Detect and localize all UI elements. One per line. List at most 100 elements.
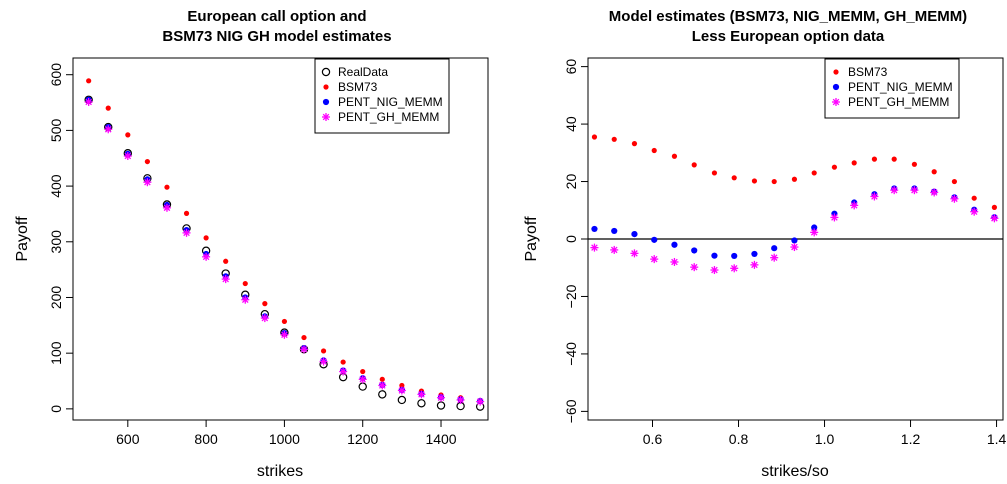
data-point	[319, 357, 328, 366]
data-point	[417, 399, 426, 408]
left-legend-item-nig: PENT_NIG_MEMM	[322, 95, 443, 109]
legend-red-dot-marker	[833, 69, 839, 75]
series-pent-nig-memm	[85, 96, 484, 405]
star-stroke	[591, 244, 598, 251]
data-point	[360, 368, 366, 375]
star-stroke	[970, 208, 978, 215]
right-legend-item-nig: PENT_NIG_MEMM	[832, 80, 953, 94]
data-point	[671, 241, 678, 248]
data-point	[221, 275, 230, 284]
right-data-points	[590, 134, 999, 275]
data-point	[223, 258, 229, 264]
data-point	[771, 245, 778, 252]
data-point	[811, 170, 817, 176]
left-legend-label-nig: PENT_NIG_MEMM	[338, 95, 443, 109]
star-stroke	[222, 275, 229, 283]
y-tick-label: 100	[48, 341, 64, 365]
x-tick-label: 1.4	[987, 431, 1007, 447]
data-point	[143, 178, 152, 187]
x-tick-label: 600	[116, 431, 140, 447]
star-stroke	[241, 296, 249, 303]
data-point	[890, 186, 899, 195]
left-legend: RealData BSM73 PENT_NIG_MEMM PENT_GH_MEM…	[314, 58, 450, 134]
left-legend-item-bsm73: BSM73	[323, 80, 378, 94]
left-x-ticks: 600 800 1000 1200 1400	[116, 420, 457, 447]
star-stroke	[320, 358, 327, 365]
x-tick-label: 0.8	[729, 431, 749, 447]
y-tick-label: 60	[563, 59, 579, 75]
data-point	[830, 213, 839, 222]
data-point	[971, 195, 977, 201]
right-legend-label-gh: PENT_GH_MEMM	[848, 95, 949, 109]
data-point	[670, 257, 679, 266]
data-point	[378, 390, 387, 399]
star-stroke	[104, 125, 112, 133]
star-stroke	[751, 261, 758, 269]
data-point	[930, 188, 939, 197]
data-point	[711, 170, 718, 176]
star-stroke	[183, 229, 190, 237]
data-point	[125, 132, 131, 138]
right-legend-label-bsm73: BSM73	[848, 65, 888, 79]
star-stroke	[810, 229, 818, 236]
data-point	[671, 153, 678, 159]
star-stroke	[690, 263, 698, 271]
star-stroke	[163, 204, 171, 212]
y-tick-label: 300	[48, 230, 64, 254]
data-point	[262, 301, 268, 307]
right-legend-item-bsm73: BSM73	[833, 65, 888, 79]
data-point	[590, 243, 599, 252]
data-point	[910, 186, 919, 195]
data-point	[791, 237, 798, 244]
data-point	[339, 367, 348, 376]
star-stroke	[476, 398, 484, 405]
star-stroke	[671, 258, 678, 266]
series-pent-gh-memm	[590, 186, 999, 275]
left-plot-frame	[72, 57, 489, 421]
star-stroke	[791, 243, 798, 251]
right-chart-title-line-2: Less European option data	[692, 28, 885, 45]
data-point	[811, 224, 818, 231]
data-point	[870, 192, 879, 201]
star-stroke	[437, 394, 445, 402]
y-tick-label: 0	[48, 405, 64, 413]
data-point	[950, 194, 959, 203]
star-stroke	[831, 214, 838, 221]
data-point	[651, 147, 657, 154]
y-tick-label: 400	[48, 174, 64, 198]
legend-star-glyph	[832, 98, 840, 106]
left-y-axis-label: Payoff	[14, 216, 31, 262]
legend-red-dot-marker	[323, 84, 329, 90]
left-chart: European call option and BSM73 NIG GH mo…	[14, 8, 489, 480]
data-point	[611, 136, 617, 142]
x-tick-label: 1200	[347, 431, 378, 447]
data-point	[301, 334, 307, 341]
data-point	[86, 78, 92, 84]
data-point	[731, 252, 738, 260]
data-point	[650, 255, 659, 264]
star-stroke	[144, 178, 151, 186]
data-point	[690, 263, 699, 272]
data-point	[790, 243, 799, 252]
left-chart-title-line-2: BSM73 NIG GH model estimates	[162, 28, 391, 45]
star-stroke	[711, 266, 718, 274]
left-legend-label-realdata: RealData	[338, 65, 388, 79]
data-point	[751, 250, 758, 258]
data-point	[651, 236, 658, 243]
right-y-axis-label: Payoff	[523, 216, 540, 262]
data-point	[710, 266, 719, 275]
y-tick-label: 40	[563, 116, 579, 132]
star-stroke	[359, 376, 367, 383]
y-tick-label: 0	[563, 235, 579, 243]
data-point	[751, 178, 758, 184]
series-pent-gh-memm	[84, 97, 485, 406]
data-point	[850, 201, 859, 210]
data-point	[791, 176, 798, 182]
data-point	[299, 345, 308, 354]
data-point	[397, 386, 406, 395]
data-point	[591, 134, 598, 140]
star-stroke	[379, 382, 386, 389]
legend-magenta-star-marker	[322, 113, 330, 121]
star-stroke	[418, 391, 425, 398]
x-tick-label: 1000	[269, 431, 300, 447]
